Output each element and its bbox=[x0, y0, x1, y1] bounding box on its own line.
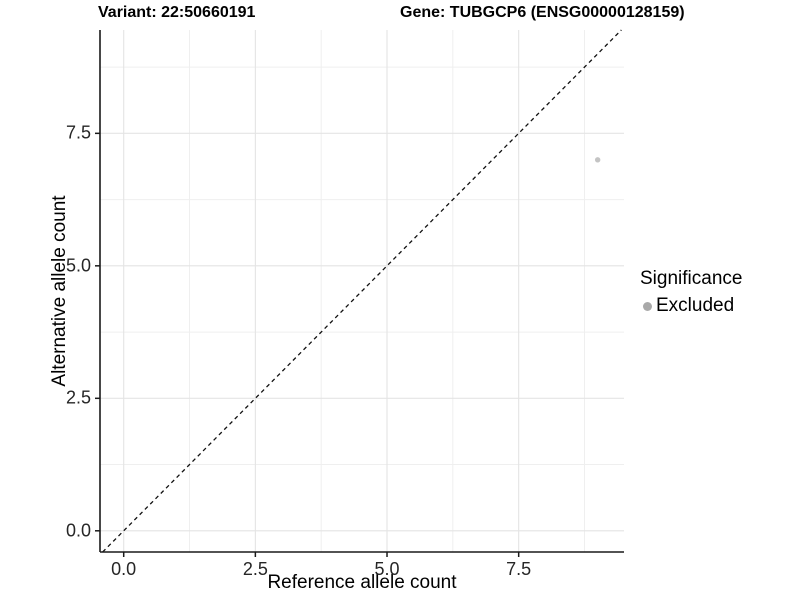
legend: Significance Excluded bbox=[640, 268, 742, 317]
identity-line bbox=[102, 29, 622, 553]
plot-title-variant: Variant: 22:50660191 bbox=[98, 4, 256, 21]
x-tick-label: 7.5 bbox=[506, 559, 532, 579]
x-tick-label: 0.0 bbox=[111, 559, 137, 579]
x-axis-title: Reference allele count bbox=[267, 572, 457, 593]
y-tick-label: 5.0 bbox=[65, 255, 91, 276]
legend-point-swatch bbox=[643, 301, 652, 311]
legend-entry: Excluded bbox=[643, 295, 742, 317]
y-axis-title: Alternative allele count bbox=[49, 195, 70, 387]
legend-entry-label: Excluded bbox=[656, 295, 735, 316]
data-point bbox=[594, 157, 601, 163]
plot-title-gene: Gene: TUBGCP6 (ENSG00000128159) bbox=[400, 4, 685, 21]
plot-panel bbox=[95, 29, 624, 557]
y-tick-label: 7.5 bbox=[65, 122, 91, 143]
x-tick-label: 2.5 bbox=[242, 559, 268, 579]
x-tick-label: 5.0 bbox=[374, 559, 400, 579]
y-tick-label: 0.0 bbox=[65, 520, 91, 541]
legend-title: Significance bbox=[640, 268, 743, 289]
y-tick-label: 2.5 bbox=[65, 387, 91, 408]
